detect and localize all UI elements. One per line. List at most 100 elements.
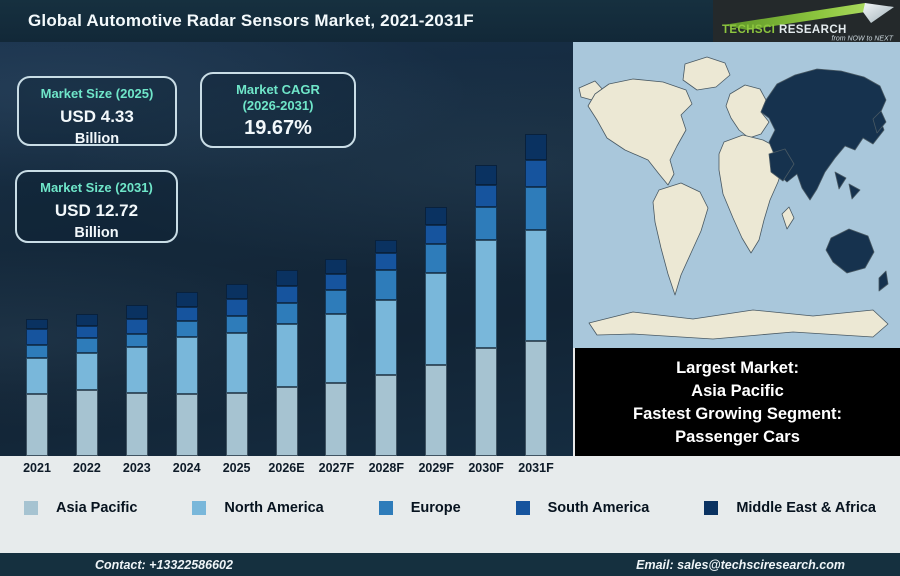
bar-segment [75, 390, 98, 456]
x-axis-label: 2022 [72, 461, 101, 475]
bar-segment [525, 134, 547, 160]
bar-2024 [175, 292, 198, 456]
bar-segment [175, 292, 198, 307]
legend-label: North America [224, 500, 324, 516]
highlight-line: Fastest Growing Segment: [632, 405, 843, 423]
logo-brand-secondary: Research [779, 24, 847, 36]
legend-swatch [515, 501, 530, 515]
legend-swatch [24, 501, 38, 515]
bar-segment [325, 274, 348, 290]
bar-segment [425, 225, 448, 244]
header-bar: Global Automotive Radar Sensors Market, … [0, 0, 900, 43]
legend-label: Middle East & Africa [736, 500, 876, 516]
highlight-box: Largest Market: Asia Pacific Fastest Gro… [573, 348, 900, 456]
bar-segment [475, 240, 498, 348]
bar-2025 [225, 284, 248, 456]
techsci-logo: TechSci Research from NOW to NEXT [713, 0, 900, 43]
legend-item: North America [192, 500, 324, 516]
x-axis-label: 2029F [418, 461, 454, 475]
logo-brand-primary: TechSci [722, 24, 775, 36]
bar-segment [325, 383, 348, 456]
stat-box-market-size-2025: Market Size (2025) USD 4.33 Billion [17, 76, 177, 147]
bar-segment [475, 348, 498, 456]
bar-segment [75, 338, 98, 353]
bar-segment [26, 329, 48, 345]
bar-segment [75, 326, 98, 338]
x-axis-label: 2030F [468, 461, 504, 475]
bar-segment [175, 321, 198, 337]
bar-segment [125, 347, 148, 393]
bar-segment [425, 273, 448, 365]
stat-value: USD 4.33 [60, 107, 134, 126]
bar-segment [26, 345, 48, 358]
x-axis-label: 2026E [268, 461, 305, 475]
bar-2031F [525, 134, 547, 456]
footer-contact: Contact: +13322586602 [95, 557, 233, 572]
stat-value: USD 12.72 [54, 201, 139, 220]
x-axis-label: 2028F [368, 461, 405, 475]
bar-2029F [425, 207, 448, 456]
bar-segment [375, 270, 398, 300]
x-axis-label: 2023 [122, 461, 151, 475]
world-map [573, 42, 900, 348]
bar-segment [225, 316, 248, 333]
logo-tagline: from NOW to NEXT [832, 36, 894, 43]
bar-segment [475, 165, 498, 185]
x-axis-label: 2031F [518, 461, 554, 475]
bar-segment [375, 253, 398, 270]
bar-segment [275, 387, 298, 456]
legend-swatch [192, 501, 207, 515]
stat-label: Market Size (2031) [40, 180, 153, 195]
bar-segment [75, 314, 98, 326]
bar-segment [225, 333, 248, 393]
highlight-line: Asia Pacific [691, 382, 784, 400]
stat-box-market-size-2031: Market Size (2031) USD 12.72 Billion [15, 170, 178, 243]
stat-unit: Billion [74, 131, 120, 147]
bar-segment [175, 307, 198, 321]
bar-segment [325, 314, 348, 383]
bar-segment [525, 160, 547, 187]
legend-item: Asia Pacific [24, 500, 137, 516]
bars [0, 42, 573, 456]
bar-segment [175, 394, 198, 456]
bar-segment [175, 337, 198, 394]
legend-swatch [704, 501, 719, 515]
bar-2030F [475, 165, 498, 456]
bar-segment [525, 341, 547, 456]
bar-segment [26, 358, 48, 394]
bar-2028F [375, 240, 398, 456]
bar-segment [275, 286, 298, 303]
legend-item: Middle East & Africa [704, 500, 876, 516]
bar-segment [225, 299, 248, 316]
bar-segment [275, 270, 298, 286]
x-axis-label: 2027F [318, 461, 355, 475]
bar-segment [375, 375, 398, 456]
chart-panel: Market Size (2025) USD 4.33 Billion Mark… [0, 42, 573, 456]
bar-segment [125, 305, 148, 319]
stat-unit: Billion [74, 225, 119, 241]
bar-segment [325, 290, 348, 314]
bar-segment [275, 324, 298, 387]
bar-segment [425, 365, 448, 456]
bar-segment [375, 240, 398, 253]
legend-swatch [378, 501, 393, 515]
bar-segment [225, 393, 248, 456]
logo-arrow-icon: TechSci Research from NOW to NEXT [722, 3, 894, 43]
bottom-strip: 2021 2022 2023 2024 2025 2026E 2027F 2028F 2029F… [0, 456, 900, 553]
legend-label: Europe [410, 500, 461, 516]
highlight-line: Passenger Cars [675, 428, 800, 446]
bar-segment [26, 394, 48, 456]
bar-2021 [26, 319, 48, 456]
stat-value: 19.67% [244, 117, 312, 139]
bar-segment [125, 334, 148, 347]
bar-segment [275, 303, 298, 324]
bar-segment [425, 207, 448, 225]
bar-2022 [75, 314, 98, 456]
bar-segment [525, 230, 547, 341]
chart-legend: Asia Pacific North America Europe South Ame… [0, 500, 900, 516]
bar-segment [26, 319, 48, 329]
page-title: Global Automotive Radar Sensors Market, … [28, 11, 474, 30]
highlight-line: Largest Market: [676, 359, 799, 377]
legend-label: South America [547, 500, 650, 516]
